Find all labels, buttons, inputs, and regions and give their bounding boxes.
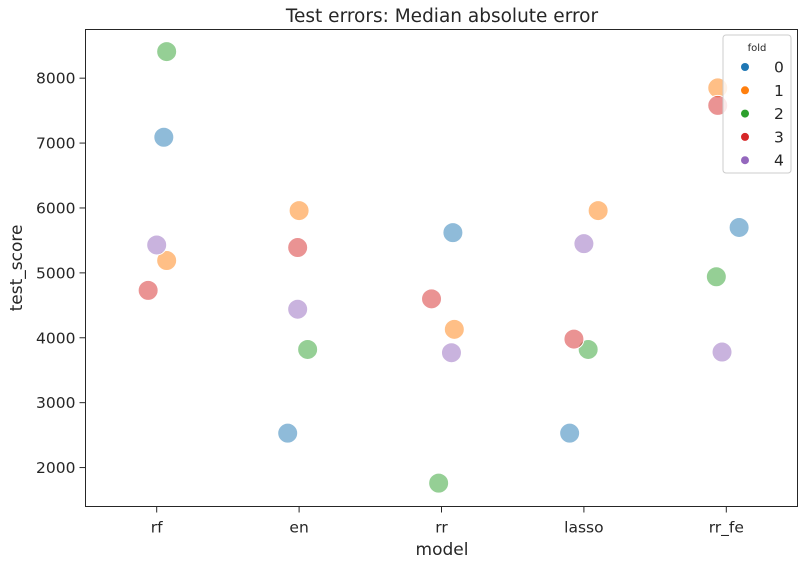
data-point-fold-1 bbox=[288, 200, 310, 222]
data-point-fold-0 bbox=[277, 422, 299, 444]
legend-box bbox=[722, 34, 792, 174]
legend-marker bbox=[741, 63, 749, 71]
legend-title: fold bbox=[748, 43, 767, 54]
y-axis-label: test_score bbox=[7, 225, 27, 312]
legend-label: 4 bbox=[774, 152, 784, 170]
chart-title: Test errors: Median absolute error bbox=[285, 6, 599, 27]
data-points bbox=[137, 41, 750, 494]
data-point-fold-2 bbox=[428, 472, 450, 494]
legend-label: 1 bbox=[774, 82, 784, 100]
data-point-fold-4 bbox=[287, 298, 309, 320]
plot-frame bbox=[85, 29, 798, 507]
x-tick-label: rf bbox=[151, 519, 163, 537]
legend: fold 0 1 2 3 4 bbox=[722, 34, 792, 174]
data-point-fold-2 bbox=[297, 338, 319, 360]
data-point-fold-3 bbox=[563, 328, 585, 350]
y-tick-label: 6000 bbox=[36, 199, 75, 217]
data-point-fold-1 bbox=[156, 250, 178, 272]
legend-marker bbox=[741, 86, 749, 95]
y-axis: 2000 3000 4000 5000 6000 7000 8000 bbox=[36, 70, 86, 477]
x-tick-label: rr bbox=[435, 519, 448, 537]
data-point-fold-1 bbox=[443, 318, 465, 340]
data-point-fold-3 bbox=[421, 288, 443, 310]
y-tick-label: 7000 bbox=[36, 135, 75, 153]
x-axis: rf en rr lasso rr_fe bbox=[151, 506, 744, 538]
legend-label: 3 bbox=[774, 128, 784, 146]
legend-marker bbox=[741, 132, 749, 141]
legend-marker bbox=[741, 109, 749, 118]
x-tick-label: en bbox=[289, 519, 308, 537]
y-tick-label: 4000 bbox=[36, 329, 75, 347]
legend-label: 2 bbox=[774, 105, 784, 123]
x-axis-label: model bbox=[416, 540, 469, 560]
data-point-fold-4 bbox=[440, 342, 462, 364]
y-tick-label: 8000 bbox=[36, 70, 75, 88]
x-tick-label: lasso bbox=[564, 519, 603, 537]
y-tick-label: 5000 bbox=[36, 264, 75, 282]
data-point-fold-4 bbox=[146, 234, 168, 256]
y-tick-label: 3000 bbox=[36, 394, 75, 412]
data-point-fold-1 bbox=[587, 200, 609, 222]
data-point-fold-0 bbox=[559, 422, 581, 444]
data-point-fold-2 bbox=[705, 266, 727, 288]
data-point-fold-2 bbox=[577, 338, 599, 360]
data-point-fold-0 bbox=[728, 216, 750, 238]
data-point-fold-2 bbox=[156, 41, 178, 63]
data-point-fold-0 bbox=[153, 126, 175, 148]
data-point-fold-3 bbox=[137, 279, 159, 301]
data-point-fold-4 bbox=[573, 233, 595, 255]
y-tick-label: 2000 bbox=[36, 459, 75, 477]
data-point-fold-3 bbox=[287, 237, 309, 259]
x-tick-label: rr_fe bbox=[709, 519, 744, 538]
data-point-fold-0 bbox=[442, 222, 464, 244]
legend-label: 0 bbox=[774, 59, 784, 77]
legend-marker bbox=[741, 156, 749, 165]
data-point-fold-4 bbox=[711, 341, 733, 363]
